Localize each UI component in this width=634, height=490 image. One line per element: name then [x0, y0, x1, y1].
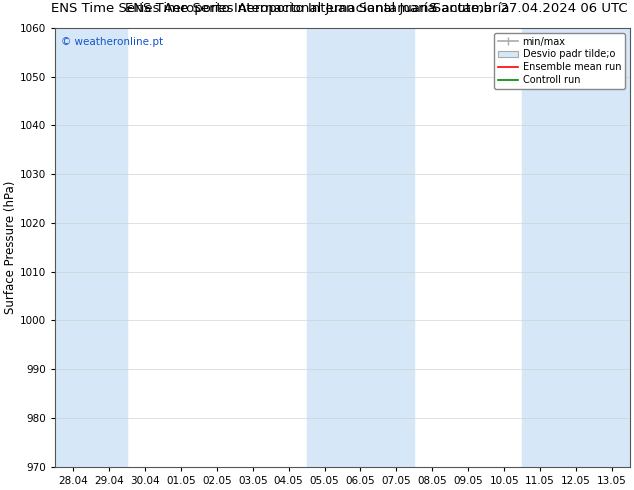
Bar: [55, 28, 91, 467]
Bar: [378, 28, 415, 467]
Y-axis label: Surface Pressure (hPa): Surface Pressure (hPa): [4, 181, 17, 314]
Text: S acute;b. 27.04.2024 06 UTC: S acute;b. 27.04.2024 06 UTC: [429, 2, 628, 16]
Bar: [342, 28, 378, 467]
Bar: [307, 28, 342, 467]
Bar: [594, 28, 630, 467]
Text: ENS Time Series Aeroporto Internacional Juan Santamaría: ENS Time Series Aeroporto Internacional …: [51, 2, 435, 16]
Bar: [522, 28, 558, 467]
Text: © weatheronline.pt: © weatheronline.pt: [61, 37, 163, 47]
Bar: [91, 28, 127, 467]
Legend: min/max, Desvio padr tilde;o, Ensemble mean run, Controll run: min/max, Desvio padr tilde;o, Ensemble m…: [495, 33, 625, 89]
Text: ENS Time Series Aeroporto Internacional Juan Santamaría: ENS Time Series Aeroporto Internacional …: [125, 2, 509, 16]
Bar: [558, 28, 594, 467]
